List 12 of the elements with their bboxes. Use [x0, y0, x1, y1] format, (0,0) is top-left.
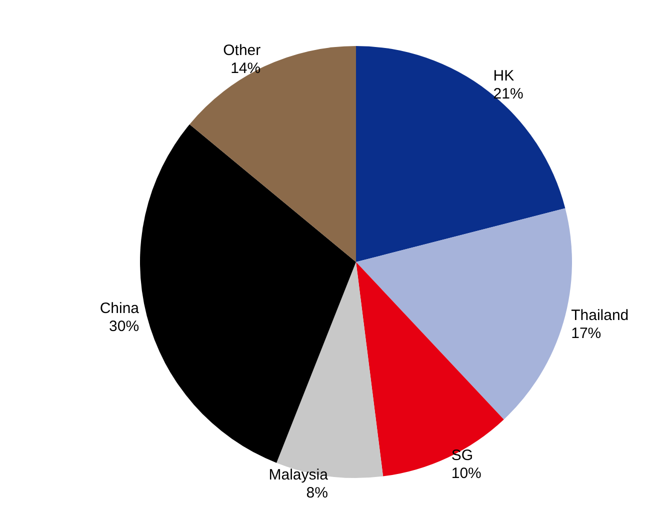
data-label: 21%: [493, 86, 524, 103]
slice-label: Malaysia: [268, 466, 329, 484]
data-label: 14%: [230, 60, 261, 77]
slice-label: SG: [451, 447, 474, 464]
data-label: 17%: [571, 324, 602, 342]
slice-label: Thailand: [571, 306, 629, 324]
slice-label: HK: [493, 68, 514, 85]
data-label: 10%: [451, 465, 482, 482]
data-label: 8%: [306, 484, 328, 502]
data-label: 30%: [109, 318, 140, 336]
slice-label: China: [100, 300, 140, 318]
slice-label: Other: [223, 42, 261, 59]
